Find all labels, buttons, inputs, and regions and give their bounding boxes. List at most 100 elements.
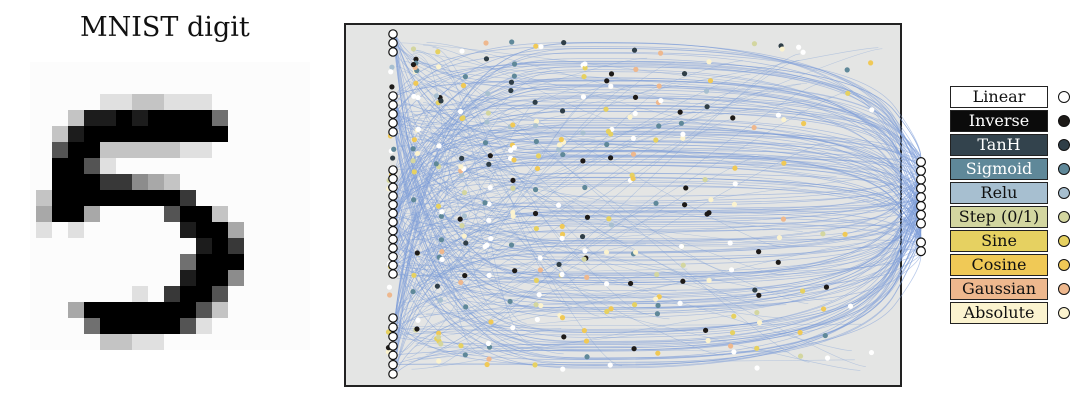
hidden-node (603, 249, 610, 255)
digit-pixel (244, 126, 260, 142)
digit-pixel (52, 78, 68, 94)
digit-pixel (116, 206, 132, 222)
digit-pixel (212, 286, 228, 302)
digit-pixel (196, 142, 212, 158)
digit-pixel (228, 318, 244, 334)
digit-pixel (196, 238, 212, 254)
digit-pixel (308, 126, 310, 142)
digit-pixel (164, 78, 180, 94)
hidden-node (607, 155, 614, 161)
hidden-node (796, 44, 802, 50)
hidden-node (486, 201, 492, 207)
digit-pixel (116, 142, 132, 158)
hidden-node (580, 130, 586, 136)
digit-pixel (36, 94, 52, 110)
digit-pixel (100, 110, 116, 126)
hidden-node (820, 231, 826, 237)
digit-pixel (132, 110, 148, 126)
hidden-node (461, 189, 468, 196)
digit-pixel (30, 286, 36, 302)
digit-pixel (164, 62, 180, 78)
hidden-node (731, 201, 738, 207)
digit-pixel (244, 190, 260, 206)
hidden-node (436, 330, 442, 336)
digit-pixel (180, 286, 196, 302)
digit-pixel (308, 142, 310, 158)
hidden-node (532, 187, 539, 193)
digit-pixel (260, 302, 276, 318)
digit-pixel (228, 190, 244, 206)
digit-pixel (116, 158, 132, 174)
hidden-node (508, 147, 514, 153)
hidden-node (559, 223, 565, 230)
hidden-node (604, 141, 610, 148)
digit-pixel (100, 286, 116, 302)
digit-pixel (196, 110, 212, 126)
digit-pixel (260, 126, 276, 142)
digit-pixel (84, 190, 100, 206)
digit-pixel (244, 222, 260, 238)
digit-pixel (276, 270, 292, 286)
digit-pixel (132, 334, 148, 350)
legend-swatch-dot (1058, 163, 1070, 175)
digit-pixel (132, 190, 148, 206)
digit-pixel (36, 206, 52, 222)
digit-pixel (260, 62, 276, 78)
digit-pixel (84, 126, 100, 142)
digit-pixel (244, 142, 260, 158)
hidden-node (486, 272, 492, 278)
hidden-node (438, 237, 445, 243)
legend-item: Sine (950, 230, 1078, 254)
digit-pixel (292, 94, 308, 110)
digit-pixel (68, 206, 84, 222)
hidden-node (508, 79, 515, 85)
output-node (915, 218, 926, 229)
hidden-node (775, 112, 782, 118)
digit-pixel (52, 158, 68, 174)
input-node (388, 165, 398, 175)
digit-pixel (180, 126, 196, 142)
hidden-node (511, 157, 517, 163)
legend-item: Relu (950, 182, 1078, 206)
digit-pixel (180, 62, 196, 78)
digit-pixel (276, 62, 292, 78)
hidden-node (485, 91, 491, 97)
digit-pixel (196, 222, 212, 238)
digit-pixel (212, 126, 228, 142)
input-node (388, 251, 398, 262)
digit-pixel (308, 222, 310, 238)
mnist-digit-image (30, 62, 310, 350)
hidden-node (730, 115, 736, 121)
hidden-node (657, 50, 664, 56)
digit-pixel (148, 206, 164, 222)
hidden-node (410, 158, 416, 164)
digit-pixel (164, 270, 180, 286)
digit-pixel (52, 94, 68, 110)
digit-pixel (212, 222, 228, 238)
digit-pixel (116, 62, 132, 78)
digit-pixel (132, 78, 148, 94)
digit-pixel (68, 62, 84, 78)
digit-pixel (132, 94, 148, 110)
hidden-node (705, 337, 711, 344)
hidden-node (842, 231, 848, 237)
hidden-node (532, 99, 538, 105)
digit-pixel (30, 334, 36, 350)
hidden-node (415, 317, 421, 323)
hidden-node (603, 106, 609, 112)
hidden-node (607, 362, 613, 368)
digit-pixel (308, 62, 310, 78)
hidden-node (754, 309, 760, 316)
digit-pixel (292, 334, 308, 350)
digit-pixel (148, 190, 164, 206)
hidden-node (682, 202, 688, 208)
digit-pixel (292, 174, 308, 190)
digit-pixel (180, 174, 196, 190)
hidden-node (436, 143, 442, 149)
digit-pixel (36, 270, 52, 286)
output-node (915, 192, 926, 203)
digit-pixel (180, 238, 196, 254)
hidden-node (488, 319, 494, 325)
input-node (388, 341, 398, 351)
hidden-node (823, 284, 830, 290)
